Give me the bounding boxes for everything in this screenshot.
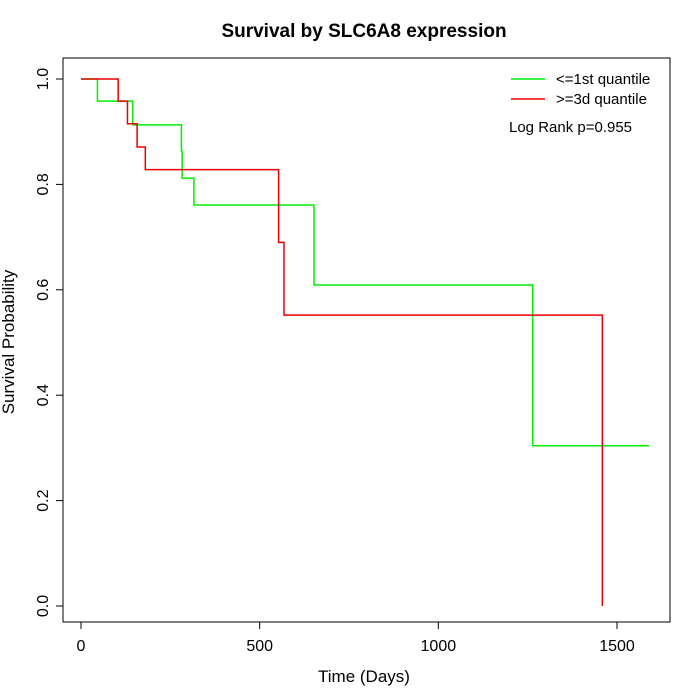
x-tick-label: 1000 <box>421 638 457 655</box>
series-line-1 <box>81 78 650 447</box>
x-tick-label: 0 <box>77 638 86 655</box>
plot-frame <box>62 57 671 623</box>
series-line-2 <box>81 78 604 606</box>
legend: <=1st quantile >=3d quantile <box>511 71 650 108</box>
series-layer <box>81 78 650 606</box>
y-tick-label: 0.0 <box>35 595 52 617</box>
y-tick-label: 0.8 <box>35 173 52 195</box>
y-axis: 0.0 0.2 0.4 0.6 0.8 1.0 <box>35 68 64 617</box>
x-axis-label: Time (Days) <box>318 667 410 686</box>
log-rank-annotation: Log Rank p=0.955 <box>509 119 632 136</box>
y-tick-label: 0.2 <box>35 489 52 511</box>
y-axis-label: Survival Probability <box>0 269 18 414</box>
legend-label-1: <=1st quantile <box>556 71 650 88</box>
legend-label-2: >=3d quantile <box>556 91 647 108</box>
y-tick-label: 1.0 <box>35 68 52 90</box>
y-tick-label: 0.4 <box>35 384 52 406</box>
y-tick-label: 0.6 <box>35 279 52 301</box>
x-tick-label: 500 <box>246 638 273 655</box>
x-tick-label: 1500 <box>599 638 635 655</box>
x-axis: 0 500 1000 1500 <box>77 621 635 655</box>
chart-title: Survival by SLC6A8 expression <box>221 21 506 42</box>
